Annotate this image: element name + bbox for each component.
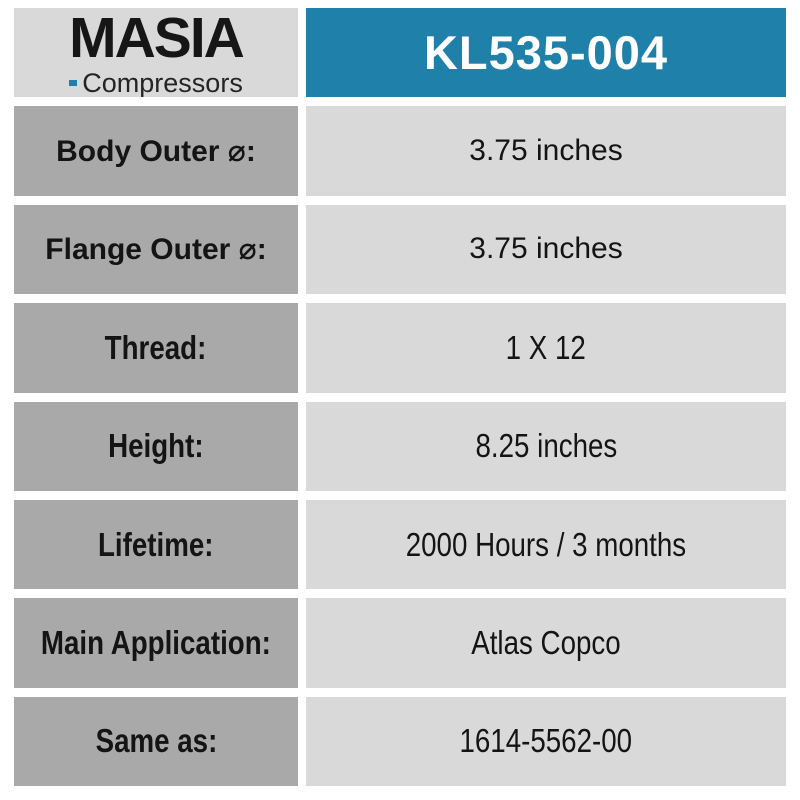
logo-underline (69, 80, 78, 87)
part-number-header: KL535-004 (306, 8, 786, 98)
spec-label-main-application-text: Main Application: (41, 623, 271, 661)
spec-value-lifetime: 2000 Hours / 3 months (306, 499, 786, 590)
spec-value-flange-outer-diameter: 3.75 inches (306, 204, 786, 295)
spec-label-thread: Thread: (14, 303, 298, 393)
spec-label-thread-text: Thread: (105, 328, 207, 366)
spec-value-thread-text: 1 X 12 (505, 328, 587, 366)
spec-value-height: 8.25 inches (306, 401, 786, 491)
spec-value-lifetime-text: 2000 Hours / 3 months (405, 525, 687, 563)
brand-subtitle-row: Compressors (69, 67, 243, 98)
spec-label-lifetime-text: Lifetime: (98, 525, 214, 563)
spec-value-same-as-text: 1614-5562-00 (459, 722, 633, 760)
spec-value-height-text: 8.25 inches (475, 427, 617, 465)
spec-label-same-as: Same as: (14, 696, 298, 786)
spec-value-main-application: Atlas Copco (306, 598, 786, 688)
spec-label-height: Height: (14, 401, 298, 491)
spec-value-main-application-text: Atlas Copco (471, 623, 621, 661)
spec-label-flange-outer-diameter: Flange Outer ⌀: (14, 204, 298, 295)
spec-label-height-text: Height: (108, 427, 204, 465)
brand-subtitle: Compressors (82, 67, 243, 98)
spec-value-body-outer-diameter: 3.75 inches (306, 106, 786, 196)
spec-grid: MASIA Compressors KL535-004 Body Outer ⌀… (14, 8, 786, 786)
brand-logo-lockup: MASIA Compressors (69, 8, 245, 98)
brand-name: MASIA (69, 8, 245, 70)
spec-value-same-as: 1614-5562-00 (306, 696, 786, 786)
brand-logo: MASIA Compressors (14, 8, 298, 98)
spec-label-lifetime: Lifetime: (14, 499, 298, 590)
spec-label-same-as-text: Same as: (95, 722, 217, 760)
spec-label-body-outer-diameter: Body Outer ⌀: (14, 106, 298, 196)
spec-value-thread: 1 X 12 (306, 303, 786, 393)
spec-label-main-application: Main Application: (14, 598, 298, 688)
